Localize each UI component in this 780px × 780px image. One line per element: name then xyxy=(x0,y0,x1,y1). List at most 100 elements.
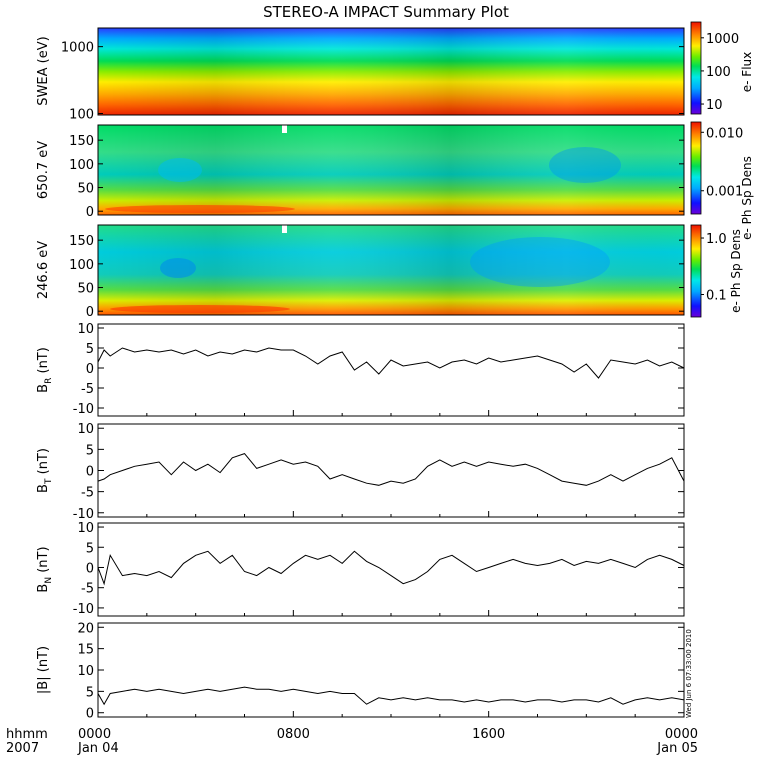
pa-650-colorbar-scale xyxy=(690,121,702,215)
bmag-panel: 0 5 10 15 20 |B| (nT) xyxy=(36,621,685,722)
pa-650-spectrogram-panel: 650.7 eV 0 50 100 150 xyxy=(36,124,685,220)
ytick-label: 0 xyxy=(86,561,94,576)
ytick-label: 0 xyxy=(86,205,94,220)
pa-246-texture xyxy=(98,225,684,315)
pa-246-data-gap xyxy=(282,225,287,233)
ytick-label: 5 xyxy=(86,443,94,458)
time-tick-date: Jan 04 xyxy=(77,741,119,756)
ytick-label: 1000 xyxy=(61,41,94,56)
swea-ylabel: SWEA (eV) xyxy=(36,36,51,105)
ytick-label: 20 xyxy=(77,621,94,636)
plot-title: STEREO-A IMPACT Summary Plot xyxy=(263,3,509,21)
field-ylabel: BN (nT) xyxy=(36,546,54,592)
ytick-label: 0 xyxy=(86,707,94,722)
ytick-label: -10 xyxy=(73,507,94,522)
swea-colorbar: 10 100 1000 e- Flux xyxy=(690,21,754,115)
pa-650-colorbar-ticks: 0.001 0.010 xyxy=(701,126,743,200)
pa-246-colorbar-ticks: 0.1 1.0 xyxy=(701,232,727,304)
field-ylabel-main: |B| xyxy=(36,676,51,694)
pa-246-yticks: 0 50 100 150 xyxy=(69,234,684,320)
cbar-tick-label: 10 xyxy=(706,98,723,113)
pa-246-colorbar-scale xyxy=(690,224,702,318)
ytick-label: 100 xyxy=(69,108,94,123)
ytick-label: 50 xyxy=(77,182,94,197)
ytick-label: 15 xyxy=(77,643,94,658)
ytick-label: 150 xyxy=(69,234,94,249)
cbar-tick-label: 100 xyxy=(706,65,731,80)
field-ylabel: |B| (nT) xyxy=(36,646,51,694)
pa-246-blue-patch-1 xyxy=(160,258,196,278)
pa-650-colorbar: 0.001 0.010 xyxy=(690,121,743,215)
cbar-tick-label: 0.1 xyxy=(706,289,727,304)
field-ylabel-units: (nT) xyxy=(36,448,51,478)
field-ylabel-units: (nT) xyxy=(36,646,51,676)
pa-cbar-label: e- Ph Sp Dens xyxy=(740,156,754,240)
ytick-label: 100 xyxy=(69,258,94,273)
field-series-line xyxy=(97,347,685,379)
cbar-tick-label: 0.010 xyxy=(706,126,743,141)
time-axis-year-label: 2007 xyxy=(6,741,39,756)
field-ylabel-sub: T xyxy=(44,478,54,485)
ytick-label: 50 xyxy=(77,282,94,297)
ytick-label: -5 xyxy=(81,582,94,597)
time-tick-label: 0000 xyxy=(665,727,698,742)
panel-frame xyxy=(97,323,685,417)
field-series-line xyxy=(97,686,685,706)
field-ylabel-main: B xyxy=(36,484,51,493)
field-ylabel-main: B xyxy=(36,584,51,593)
pa-650-yticks: 0 50 100 150 xyxy=(69,134,684,220)
ytick-label: -5 xyxy=(81,382,94,397)
ytick-label: 5 xyxy=(86,541,94,556)
swea-frame xyxy=(97,27,685,116)
ytick-label: 5 xyxy=(86,685,94,700)
bt-panel: -10 -5 0 5 10 BT (nT) xyxy=(36,422,685,522)
ytick-label: 100 xyxy=(69,158,94,173)
field-ylabel-sub: N xyxy=(44,577,54,584)
field-ylabel-main: B xyxy=(36,384,51,393)
pa-246-cbar-label: e- Ph Sp Dens xyxy=(729,229,743,313)
ytick-label: 10 xyxy=(77,521,94,536)
pa-246-ylabel: 246.6 eV xyxy=(36,241,51,299)
ytick-label: 0 xyxy=(86,362,94,377)
panel-frame xyxy=(97,522,685,617)
pa-650-blue-patch-1 xyxy=(158,158,202,182)
cbar-tick-label: 1.0 xyxy=(706,232,727,247)
field-ylabel-sub: R xyxy=(44,378,54,384)
ytick-label: 10 xyxy=(77,664,94,679)
pa-650-frame xyxy=(97,124,685,216)
ytick-label: 10 xyxy=(77,422,94,437)
swea-colorbar-ticks: 10 100 1000 xyxy=(701,32,739,113)
ytick-label: 150 xyxy=(69,134,94,149)
field-series-line xyxy=(97,550,685,586)
bn-panel: -10 -5 0 5 10 BN (nT) xyxy=(36,521,685,617)
pa-650-data-gap xyxy=(282,125,287,133)
ytick-label: 10 xyxy=(77,322,94,337)
ytick-label: 5 xyxy=(86,342,94,357)
pa-246-blue-patch-2 xyxy=(470,237,610,287)
side-timestamp: Wed Jun 6 07:33:00 2010 xyxy=(685,629,693,718)
field-ylabel: BT (nT) xyxy=(36,448,54,493)
ytick-label: -5 xyxy=(81,486,94,501)
ytick-label: 0 xyxy=(86,465,94,480)
pa-650-red-band xyxy=(105,205,295,213)
ytick-label: -10 xyxy=(73,602,94,617)
time-tick-label: 0000 xyxy=(78,727,111,742)
time-axis-unit-label: hhmm xyxy=(6,727,48,742)
swea-yticks: 100 1000 xyxy=(61,41,684,123)
field-ylabel-units: (nT) xyxy=(36,546,51,576)
ytick-label: -10 xyxy=(73,402,94,417)
pa-246-colorbar: 0.1 1.0 e- Ph Sp Dens e- Ph Sp Dens xyxy=(690,156,754,318)
ytick-label: 0 xyxy=(86,305,94,320)
swea-texture xyxy=(98,28,684,115)
time-tick-date: Jan 05 xyxy=(656,741,698,756)
swea-colorbar-label: e- Flux xyxy=(740,52,754,92)
cbar-tick-label: 0.001 xyxy=(706,185,743,200)
swea-spectrogram-panel: SWEA (eV) 100 1000 xyxy=(36,27,685,123)
field-ylabel-units: (nT) xyxy=(36,347,51,377)
pa-246-spectrogram-panel: 246.6 eV 0 50 100 150 xyxy=(36,224,685,320)
swea-colorbar-scale xyxy=(690,21,702,115)
pa-246-frame xyxy=(97,224,685,316)
